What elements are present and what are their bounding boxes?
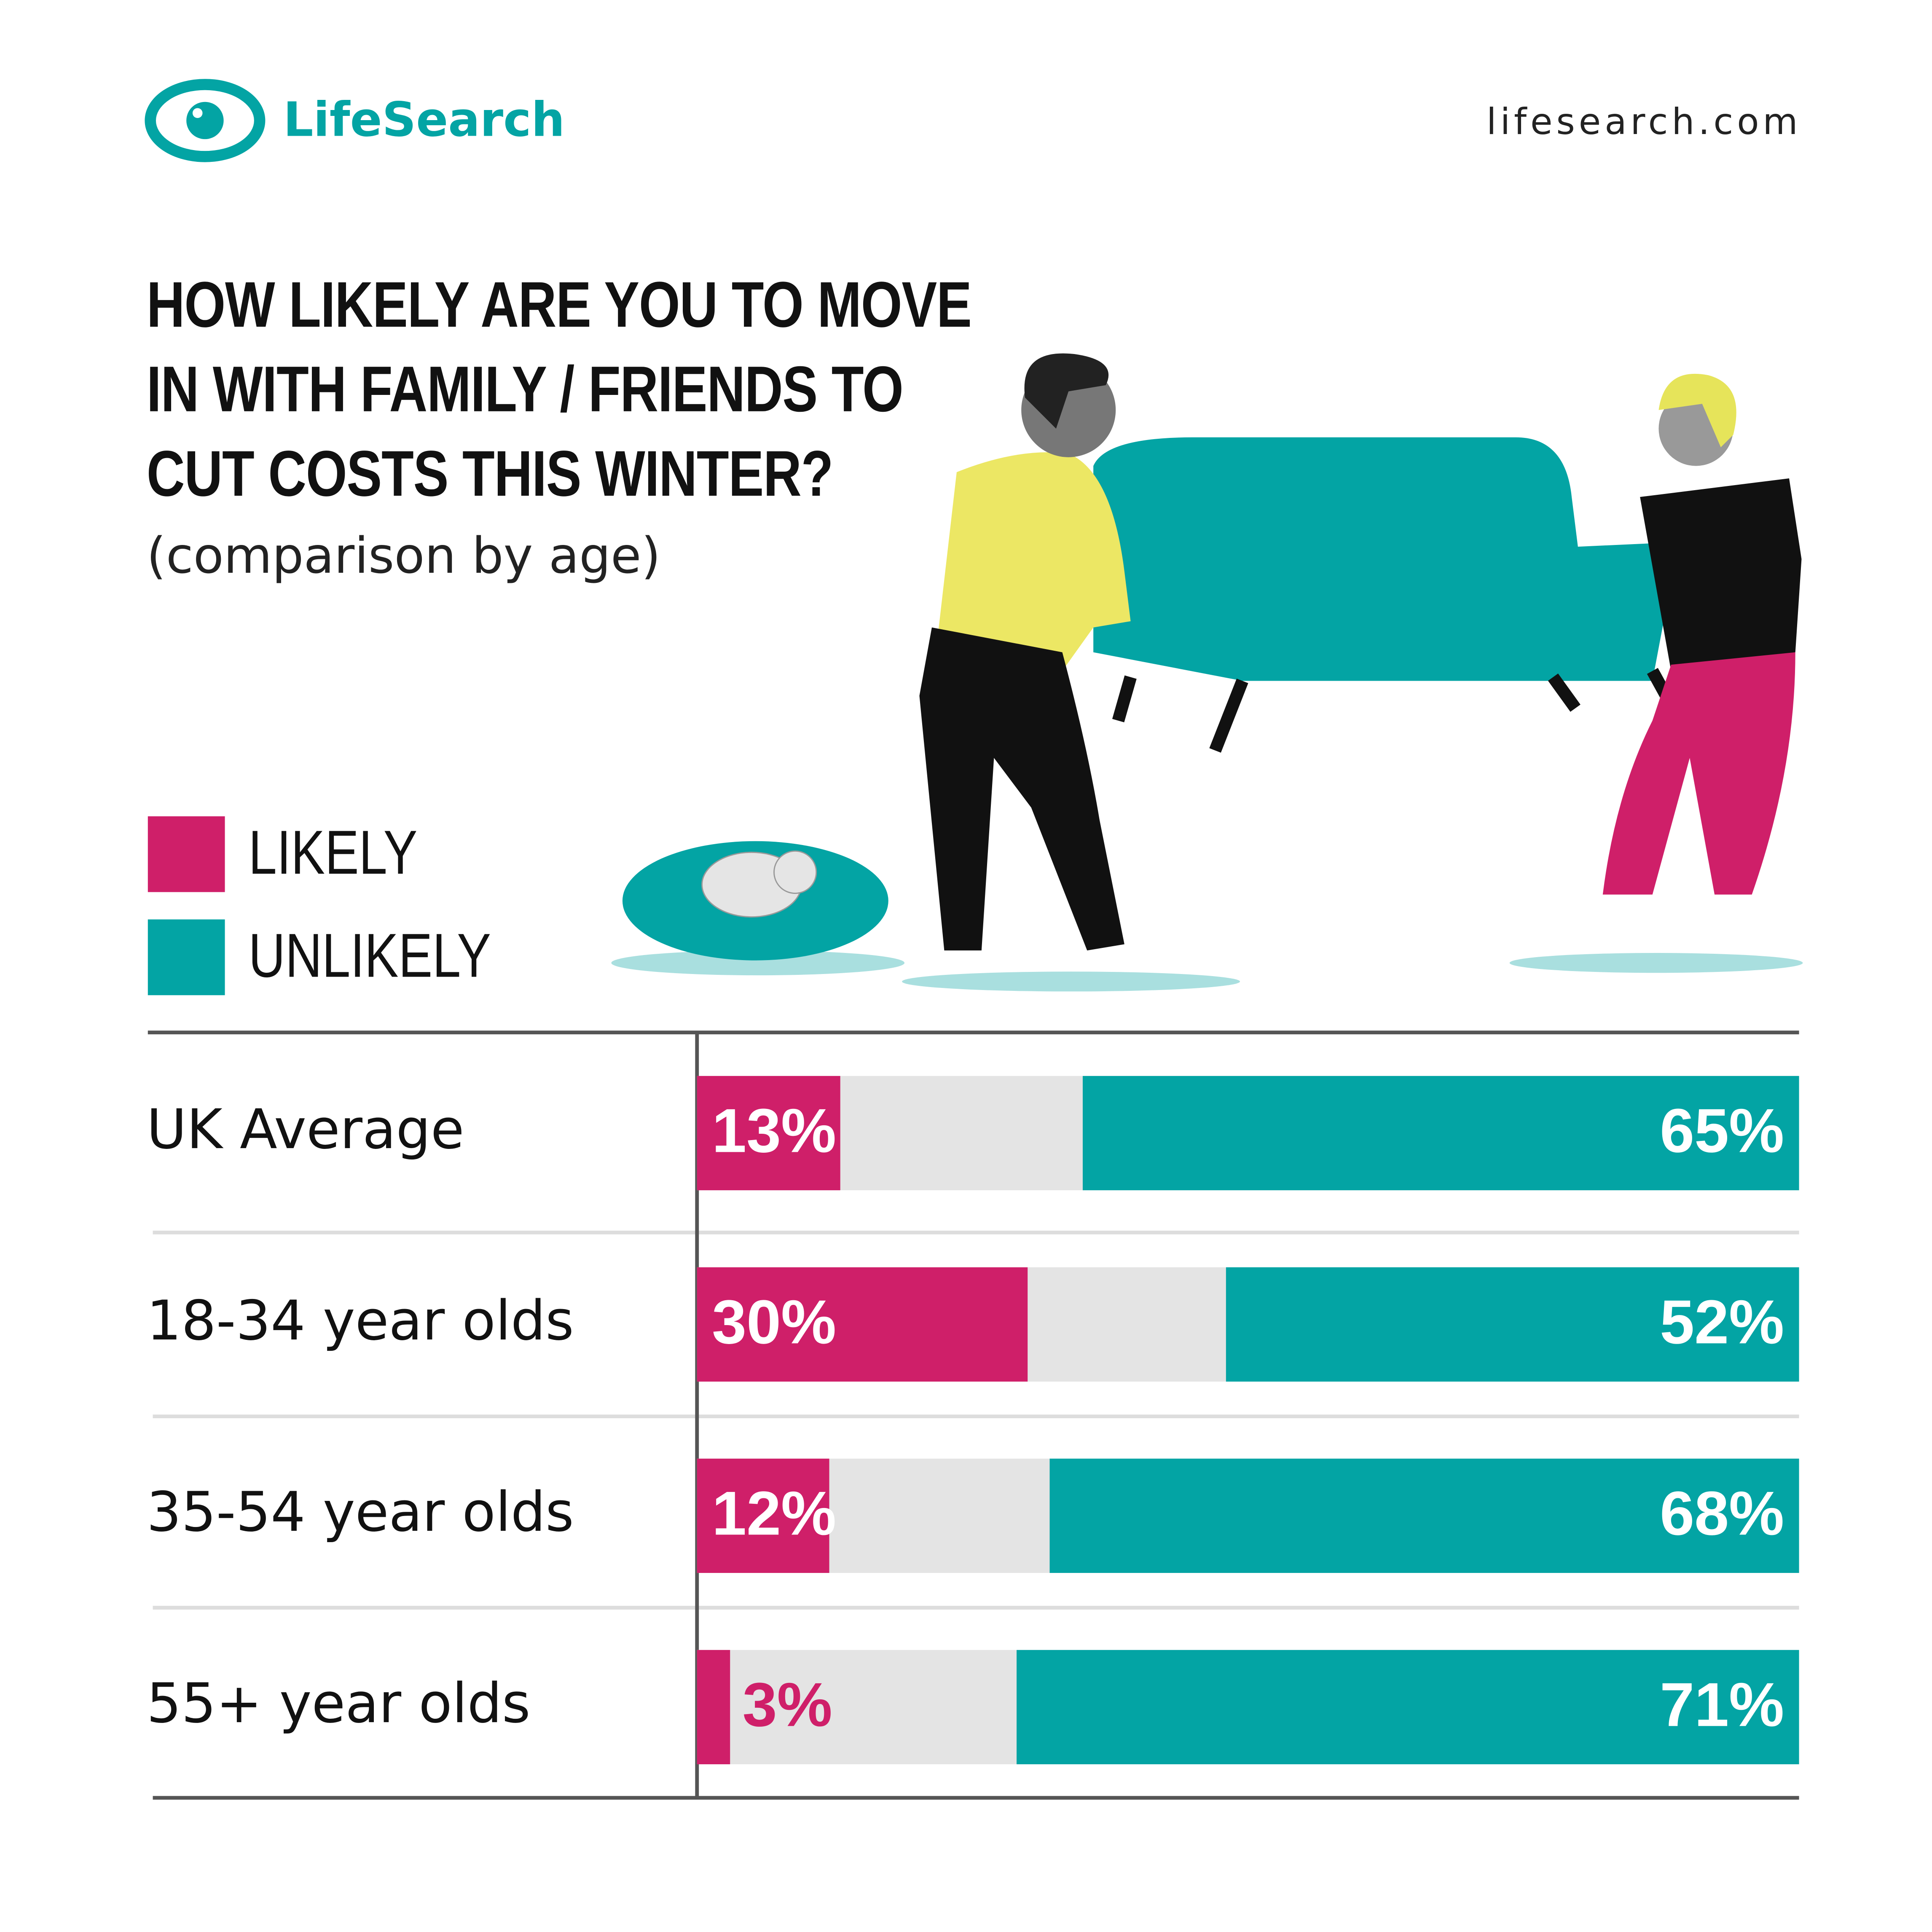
value-label: 65% xyxy=(1660,1096,1784,1165)
bar-segment xyxy=(1049,1458,1799,1573)
plot: UK Average 13% 65% 18-34 year olds 30% 52% 35-… xyxy=(147,1030,1799,1800)
bar-segment xyxy=(697,1267,1028,1382)
title-box: HOW LIKELY ARE YOU TO MOVE IN WITH FAMIL… xyxy=(146,269,972,511)
category-label: 35-54 year olds xyxy=(147,1480,574,1544)
value-label: 12% xyxy=(712,1479,836,1548)
category-label: UK Average xyxy=(147,1097,464,1161)
shadow xyxy=(1509,953,1803,973)
person-hair xyxy=(1658,373,1736,448)
person-shirt xyxy=(938,452,1131,671)
legend-swatch xyxy=(148,816,225,892)
legend: LIKELY UNLIKELY xyxy=(148,816,491,996)
legend-label: UNLIKELY xyxy=(249,920,491,990)
bar-segment xyxy=(1082,1076,1799,1191)
value-label: 30% xyxy=(712,1288,836,1357)
bar-segment xyxy=(1017,1650,1799,1765)
bar-segment xyxy=(697,1076,840,1191)
category-label: 55+ year olds xyxy=(147,1672,531,1735)
bar-segment xyxy=(1226,1267,1799,1382)
person-hair xyxy=(1024,353,1109,429)
shadow xyxy=(611,950,905,976)
legend-swatch xyxy=(148,919,225,996)
bar-segment xyxy=(697,1650,730,1765)
legend-label: LIKELY xyxy=(249,818,418,887)
logo-eye xyxy=(145,79,266,162)
illustration xyxy=(611,353,1803,992)
category-label: 18-34 year olds xyxy=(147,1289,574,1352)
person-pants xyxy=(919,627,1124,951)
value-label: 71% xyxy=(1660,1670,1784,1739)
value-label: 68% xyxy=(1660,1479,1784,1548)
site-url: lifesearch.com xyxy=(1487,101,1802,143)
chart-subtitle: (comparison by age) xyxy=(147,527,661,585)
chart-title: HOW LIKELY ARE YOU TO MOVE IN WITH FAMIL… xyxy=(146,269,972,511)
sofa xyxy=(1093,437,1718,681)
value-label: 3% xyxy=(743,1670,832,1739)
logo-glint xyxy=(192,108,203,118)
cat-head xyxy=(773,850,817,894)
logo-pupil xyxy=(186,102,224,140)
logo: LifeSearch xyxy=(145,79,565,162)
logo-text: LifeSearch xyxy=(283,93,565,148)
person-pants xyxy=(1602,652,1795,895)
value-label: 52% xyxy=(1660,1288,1784,1357)
shadow xyxy=(902,971,1240,992)
sofa-legs xyxy=(1112,668,1685,753)
bar-segment xyxy=(697,1458,829,1573)
person-shirt xyxy=(1640,478,1802,671)
value-label: 13% xyxy=(712,1096,836,1165)
